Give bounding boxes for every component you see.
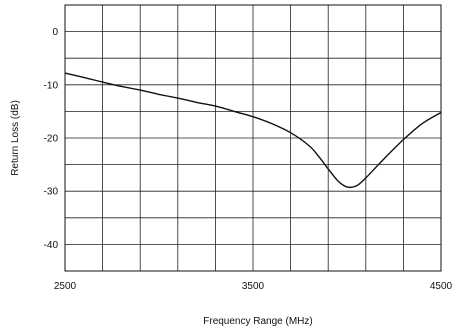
y-tick-label: -10 bbox=[44, 80, 59, 91]
series-layer bbox=[64, 72, 442, 189]
y-tick-label: -40 bbox=[44, 240, 59, 251]
tick-labels: 2500 3500 4500 0 -10 -20 -30 -40 bbox=[44, 27, 453, 292]
x-tick-label: 3500 bbox=[242, 281, 265, 292]
x-axis-label: Frequency Range (MHz) bbox=[203, 316, 312, 327]
return-loss-line bbox=[64, 72, 442, 189]
plot-border bbox=[64, 4, 442, 272]
y-tick-label: 0 bbox=[52, 27, 58, 38]
y-tick-label: -30 bbox=[44, 187, 59, 198]
y-tick-label: -20 bbox=[44, 134, 59, 145]
grid-lines bbox=[65, 5, 441, 271]
x-tick-label: 2500 bbox=[54, 281, 77, 292]
x-tick-label: 4500 bbox=[430, 281, 453, 292]
y-axis-label: Return Loss (dB) bbox=[10, 100, 21, 176]
